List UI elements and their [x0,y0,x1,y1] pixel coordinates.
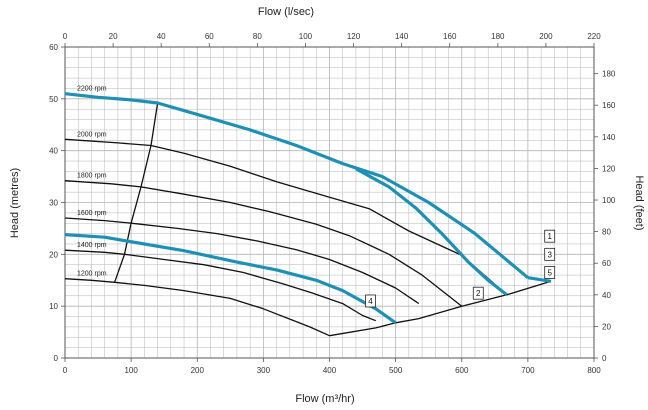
curve-number-label: 5 [547,268,552,277]
x-secondary-tick-label: 0 [63,32,68,41]
x-secondary-tick-label: 120 [347,32,361,41]
y-secondary-tick-label: 120 [602,164,616,173]
x-primary-tick-label: 0 [63,366,68,375]
x-primary-tick-label: 300 [257,366,271,375]
curve-number-box [544,247,556,261]
x-secondary-tick-label: 60 [205,32,214,41]
y-primary-tick-label: 50 [49,95,58,104]
x-secondary-tick-label: 160 [443,32,457,41]
y-secondary-axis-title: Head (feet) [633,175,645,230]
x-secondary-tick-label: 220 [587,32,601,41]
speed-curve [64,217,420,305]
speed-curve-label: 1600 rpm [77,210,107,217]
y-primary-tick-label: 0 [54,354,59,363]
impeller-curve [527,276,552,283]
speed-curve-label: 1800 rpm [77,173,107,180]
curve-number-label: 1 [547,232,552,241]
y-secondary-tick-label: 0 [602,354,607,363]
y-primary-tick-label: 10 [49,302,58,311]
curve-number-box [472,286,484,300]
curve-number-box [365,294,376,308]
y-secondary-tick-label: 180 [602,70,616,79]
speed-curve [64,138,508,296]
speed-curve-label: 2200 rpm [77,86,107,93]
speed-curve-label: 2000 rpm [77,131,107,138]
x-secondary-tick-label: 40 [157,32,166,41]
x-secondary-tick-label: 180 [491,32,505,41]
x-primary-tick-label: 100 [124,366,138,375]
y-primary-axis-title: Head (metres) [9,168,21,238]
x-secondary-tick-label: 200 [539,32,553,41]
x-primary-tick-label: 400 [323,366,337,375]
speed-curve-label: 1400 rpm [77,242,107,249]
speed-curve [64,180,463,307]
impeller-curve [355,167,508,297]
y-primary-tick-label: 40 [49,147,58,156]
y-secondary-tick-label: 100 [602,196,616,205]
speed-curve [64,249,377,322]
curve-number-box [544,229,556,243]
y-secondary-tick-label: 140 [602,133,616,142]
curve-number-box [544,266,556,279]
y-secondary-tick-label: 60 [602,259,611,268]
x-secondary-tick-label: 80 [253,32,262,41]
y-secondary-tick-label: 20 [602,322,611,331]
grid [64,46,595,359]
x-primary-axis-title: Flow (m³/hr) [295,393,354,405]
x-secondary-tick-label: 20 [109,32,118,41]
curve-number-label: 3 [547,250,552,259]
x-primary-tick-label: 600 [455,366,469,375]
y-primary-tick-label: 20 [49,250,58,259]
x-primary-tick-label: 500 [389,366,403,375]
impeller-curve [64,233,397,325]
y-primary-tick-label: 30 [49,199,58,208]
speed-curve-label: 1200 rpm [77,271,107,278]
x-primary-tick-label: 800 [587,366,601,375]
curve-labels: 1 3 5 2 4 [365,229,556,308]
speed-curve [64,278,330,337]
x-primary-tick-label: 200 [191,366,205,375]
x-primary-tick-label: 700 [521,366,535,375]
y-secondary-tick-label: 160 [602,101,616,110]
x-secondary-axis-title: Flow (l/sec) [258,6,314,18]
curve-number-label: 4 [368,297,373,306]
y-secondary-tick-label: 80 [602,228,611,237]
speed-curve [64,92,529,279]
curve-number-label: 2 [476,289,481,298]
curves: 2200 rpm 2000 rpm 1800 rpm 1600 rpm 1400 rpm… [64,86,552,337]
y-primary-tick-label: 60 [49,43,58,52]
y-secondary-tick-label: 40 [602,291,611,300]
x-secondary-tick-label: 140 [395,32,409,41]
x-secondary-tick-label: 100 [299,32,313,41]
